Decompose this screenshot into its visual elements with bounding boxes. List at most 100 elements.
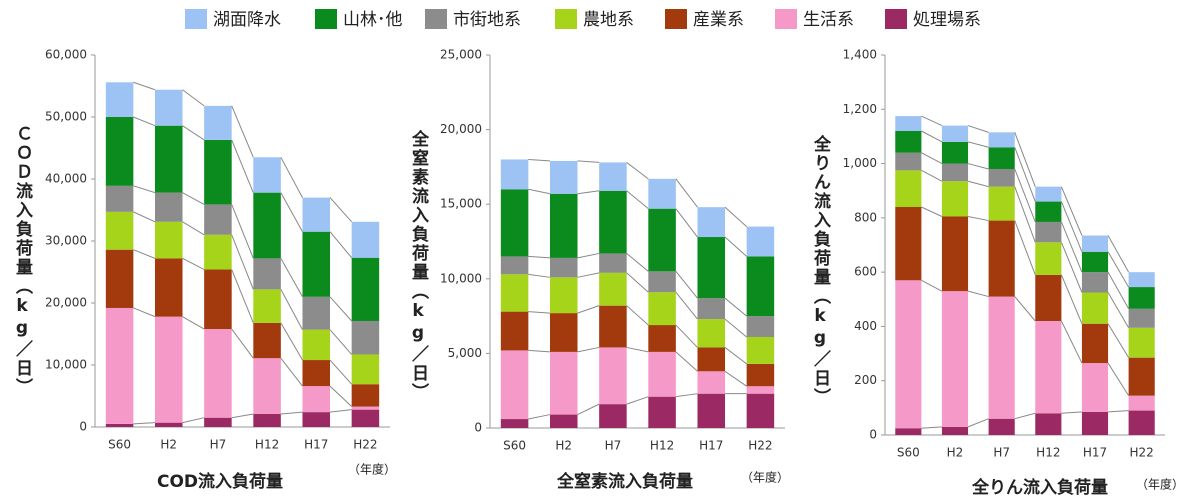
connector [1014, 220, 1036, 276]
legend-label: 山林･他 [343, 10, 403, 30]
connector [1014, 147, 1036, 202]
x-tick-label: S60 [897, 446, 920, 460]
connector [675, 324, 698, 348]
connector [182, 257, 205, 270]
y-tick-label: 20,000 [440, 122, 482, 136]
connector [231, 328, 254, 359]
bar-segment [154, 316, 183, 423]
bar-segment [941, 181, 969, 217]
y-axis-label: ＣＯＤ流入負荷量（kg／日） [12, 125, 33, 397]
connector [724, 370, 747, 387]
legend-swatch [555, 9, 577, 29]
connector [626, 272, 649, 293]
bar-segment [204, 269, 232, 330]
connector [967, 216, 989, 222]
connector [231, 234, 254, 290]
bar-segment [302, 296, 331, 330]
connector [133, 185, 156, 194]
bar-segment [1128, 272, 1155, 288]
bar-segment [105, 82, 134, 117]
x-tick-label: H2 [555, 439, 572, 453]
x-unit: （年度） [1136, 477, 1180, 492]
legend-label: 産業系 [693, 10, 744, 30]
connector [280, 258, 303, 298]
connector [280, 157, 303, 198]
connector [921, 130, 943, 143]
legend-swatch [185, 9, 207, 29]
connector [675, 291, 698, 320]
connector [675, 208, 698, 238]
connector [1107, 271, 1130, 310]
bar-segment [1035, 221, 1062, 243]
bar-segment [351, 354, 380, 385]
legend-swatch [775, 9, 797, 29]
bar-segment [351, 320, 380, 355]
bar-segment [549, 160, 578, 194]
bar-segment [746, 386, 775, 394]
connector [1107, 251, 1130, 288]
bar-segment [648, 351, 676, 397]
connector [280, 289, 303, 330]
bar-segment [599, 305, 627, 348]
connector [577, 305, 600, 314]
legend-label: 生活系 [803, 10, 854, 30]
bar-segment [1081, 323, 1109, 364]
x-unit: （年度） [348, 462, 396, 477]
bar-segment [697, 207, 726, 238]
bar-segment [697, 237, 726, 299]
bar-segment [154, 258, 183, 317]
connector [724, 318, 747, 338]
bar-segment [302, 197, 331, 232]
connector [329, 329, 353, 355]
connector [182, 316, 205, 330]
bar-segment [1081, 411, 1109, 435]
connector [280, 411, 303, 415]
x-tick-label: S60 [108, 438, 131, 452]
connector [280, 357, 303, 387]
connector [1014, 168, 1036, 223]
connector [675, 393, 698, 398]
connector [1060, 186, 1083, 236]
y-tick-label: 50,000 [45, 110, 87, 124]
bar-segment [253, 358, 281, 414]
bar-segment [895, 207, 922, 281]
legend-swatch [425, 9, 447, 29]
bar-segment [1035, 201, 1062, 222]
bar-segment [351, 221, 380, 258]
y-tick-label: 1,000 [843, 156, 877, 170]
bar-segment [895, 152, 922, 171]
bar-segment [697, 347, 726, 372]
connector [1014, 186, 1036, 243]
bar-segment [105, 423, 134, 427]
bar-segment [988, 186, 1015, 221]
chart-title: 全りん流入負荷量 [971, 477, 1108, 497]
bar-segment [1035, 321, 1062, 414]
chart-title: 全窒素流入負荷量 [556, 471, 693, 492]
bar-segment [648, 396, 676, 428]
bar-segment [599, 162, 627, 191]
x-tick-label: H22 [1130, 446, 1154, 460]
connector [182, 192, 205, 205]
connector [182, 125, 205, 141]
connector [231, 139, 254, 193]
bar-segment [895, 428, 922, 435]
connector [626, 396, 649, 405]
x-tick-label: H12 [1036, 446, 1060, 460]
bar-segment [941, 291, 969, 427]
x-unit: （年度） [741, 470, 789, 485]
bar-segment [204, 234, 232, 270]
bar-segment [204, 139, 232, 205]
bar-segment [351, 384, 380, 407]
bar-segment [549, 277, 578, 314]
bar-segment [1081, 235, 1109, 252]
y-tick-label: 800 [854, 210, 877, 224]
y-tick-label: 0 [869, 428, 877, 442]
bar-segment [351, 406, 380, 410]
bar-segment [941, 141, 969, 164]
connector [724, 206, 747, 227]
x-tick-label: H7 [993, 446, 1010, 460]
connector [182, 221, 205, 236]
bar-segment [1128, 327, 1155, 358]
y-tick-label: 10,000 [440, 271, 482, 285]
bar-segment [1081, 251, 1109, 273]
